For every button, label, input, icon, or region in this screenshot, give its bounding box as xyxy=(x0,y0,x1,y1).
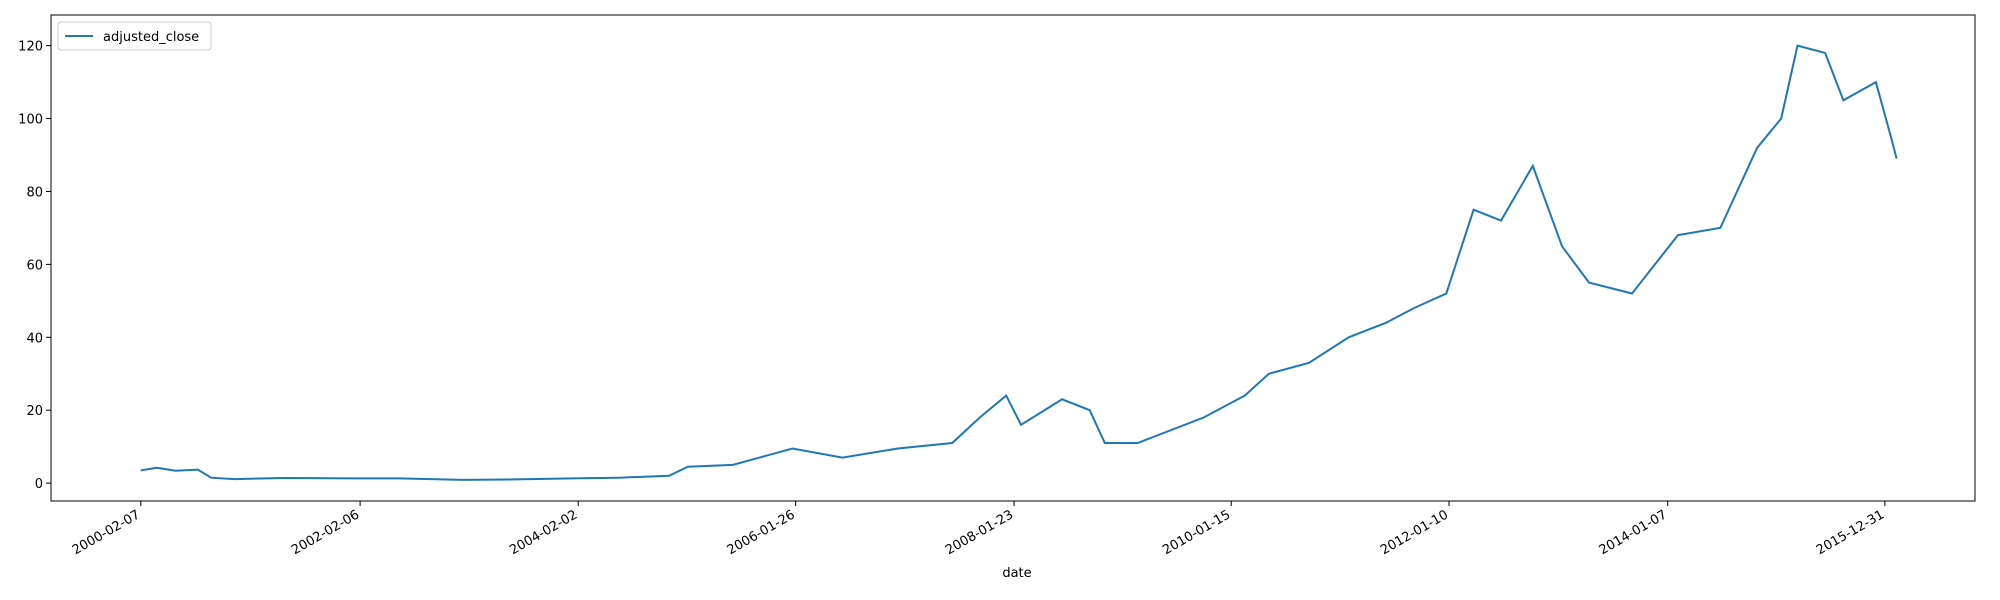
x-axis-label: date xyxy=(1002,566,1031,581)
y-tick-label: 80 xyxy=(26,185,43,200)
y-tick-label: 60 xyxy=(26,258,43,273)
y-tick-label: 40 xyxy=(26,331,43,346)
legend-box xyxy=(57,21,212,51)
x-tick-label: 2000-02-07 xyxy=(70,507,143,558)
x-tick-label: 2015-12-31 xyxy=(1814,507,1887,558)
x-tick-label: 2012-01-10 xyxy=(1378,507,1451,558)
y-tick-label: 120 xyxy=(18,40,43,55)
plot-frame xyxy=(50,14,1976,502)
x-tick-label: 2004-02-02 xyxy=(507,507,580,558)
legend-label: adjusted_close xyxy=(103,30,199,45)
x-tick-label: 2006-01-26 xyxy=(725,507,798,558)
y-tick-label: 0 xyxy=(35,477,43,492)
x-tick-label: 2002-02-06 xyxy=(289,507,362,558)
y-tick-label: 20 xyxy=(26,404,43,419)
x-tick-label: 2008-01-23 xyxy=(943,507,1016,558)
x-tick-label: 2010-01-15 xyxy=(1160,507,1233,558)
y-tick-label: 100 xyxy=(18,113,43,128)
x-tick-label: 2014-01-07 xyxy=(1597,507,1670,558)
line xyxy=(140,44,1898,481)
